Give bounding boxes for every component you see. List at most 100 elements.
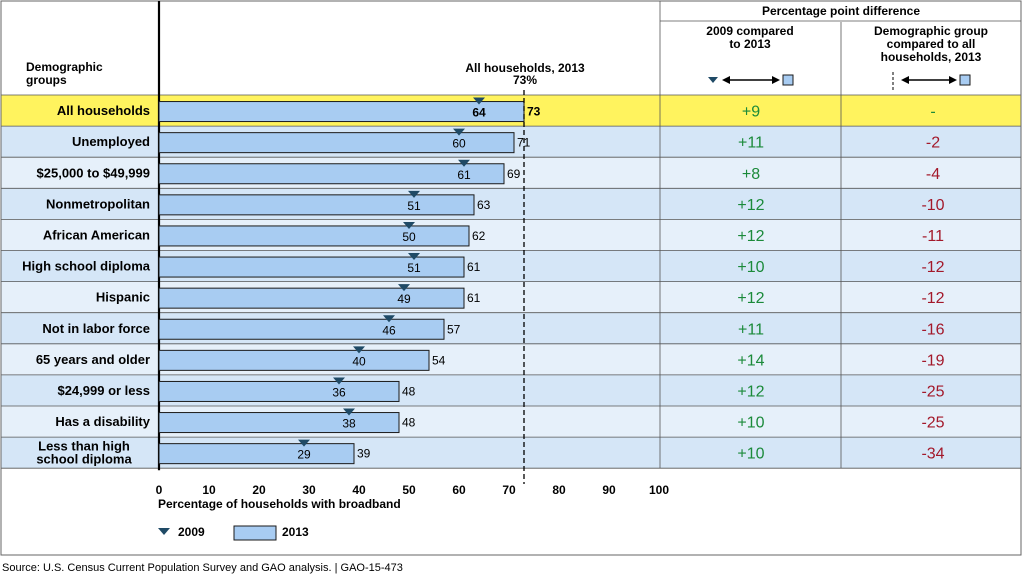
source-note: Source: U.S. Census Current Population S… bbox=[2, 562, 403, 574]
bar-2013 bbox=[158, 101, 525, 123]
bar-2013-value: 73 bbox=[527, 105, 541, 119]
reference-value-label: 73% bbox=[513, 73, 537, 87]
diff-vs-all: -16 bbox=[921, 321, 944, 338]
legend-2013-label: 2013 bbox=[282, 525, 309, 539]
arrow-right-icon bbox=[772, 76, 780, 84]
bar-2013-value: 48 bbox=[402, 384, 416, 398]
diff-vs-all: -4 bbox=[926, 166, 940, 183]
col2-arrow-key bbox=[892, 72, 971, 92]
marker-2009-value: 61 bbox=[457, 168, 471, 182]
diff-2009-2013: +14 bbox=[737, 352, 764, 369]
legend-2009-marker bbox=[158, 528, 170, 535]
marker-2009-value: 40 bbox=[352, 354, 366, 368]
x-tick-label: 20 bbox=[252, 483, 266, 497]
bar-2013-value: 69 bbox=[507, 167, 521, 181]
marker-2009-value: 36 bbox=[332, 385, 346, 399]
diff-2009-2013: +12 bbox=[737, 383, 764, 400]
x-axis: 0 10 20 30 40 50 60 70 80 90 100 bbox=[156, 483, 670, 497]
bar-2013 bbox=[158, 225, 470, 247]
chart-marks: All households7364+9-Unemployed7160+11-2… bbox=[22, 97, 945, 467]
marker-2009-value: 60 bbox=[452, 137, 466, 151]
reference-label: All households, 2013 bbox=[465, 61, 585, 75]
x-tick-label: 0 bbox=[156, 483, 163, 497]
row-background bbox=[1, 343, 1021, 375]
marker-2009 bbox=[333, 377, 345, 385]
category-label: All households bbox=[57, 103, 150, 118]
diff-vs-all: -11 bbox=[922, 228, 944, 245]
key-bar-icon bbox=[959, 74, 971, 86]
marker-2009 bbox=[408, 190, 420, 198]
diff-vs-all: -12 bbox=[921, 290, 944, 307]
row-background bbox=[1, 281, 1021, 313]
bar-2013 bbox=[158, 132, 515, 154]
bar-2013-value: 61 bbox=[467, 260, 481, 274]
category-label: Hispanic bbox=[96, 290, 150, 305]
x-tick-label: 30 bbox=[302, 483, 316, 497]
marker-2009-value: 46 bbox=[382, 323, 396, 337]
demographic-header-line2: groups bbox=[26, 73, 67, 87]
legend: 2009 2013 bbox=[158, 525, 309, 541]
legend-2013-swatch bbox=[233, 525, 277, 541]
bar-2013 bbox=[158, 412, 400, 434]
x-tick-label: 10 bbox=[202, 483, 216, 497]
category-label: Unemployed bbox=[72, 134, 150, 149]
diff-vs-all: -12 bbox=[921, 259, 944, 276]
bar-2013-value: 61 bbox=[467, 291, 481, 305]
bar-2013 bbox=[158, 318, 445, 340]
marker-2009 bbox=[458, 159, 470, 167]
row-background bbox=[1, 437, 1021, 469]
bar-2013-value: 57 bbox=[447, 322, 461, 336]
category-label: $25,000 to $49,999 bbox=[37, 165, 150, 180]
diff-2009-2013: +11 bbox=[738, 135, 764, 152]
category-label: 65 years and older bbox=[36, 352, 150, 367]
bar-2013 bbox=[158, 443, 355, 465]
bar-2013-value: 39 bbox=[357, 447, 371, 461]
arrow-left-icon bbox=[722, 76, 730, 84]
diff-2009-2013: +10 bbox=[737, 446, 764, 463]
diff-vs-all: -10 bbox=[921, 197, 944, 214]
arrow-right-icon bbox=[949, 76, 957, 84]
pp-difference-header: Percentage point difference bbox=[762, 4, 920, 18]
category-label: Has a disability bbox=[55, 414, 150, 429]
marker-2009 bbox=[403, 221, 415, 229]
category-label: Nonmetropolitan bbox=[46, 196, 150, 211]
key-bar-icon bbox=[782, 74, 794, 86]
row-background bbox=[1, 250, 1021, 282]
category-label: Less than high school diploma bbox=[36, 439, 132, 467]
row-background bbox=[1, 312, 1021, 344]
col2-header-line3: households, 2013 bbox=[881, 50, 982, 64]
marker-2009-value: 51 bbox=[407, 199, 421, 213]
frame-lines bbox=[0, 0, 1022, 556]
diff-2009-2013: +10 bbox=[737, 259, 764, 276]
marker-2009-value: 50 bbox=[402, 230, 416, 244]
arrow-left-icon bbox=[901, 76, 909, 84]
row-background bbox=[1, 374, 1021, 406]
col2-header-line1: Demographic group bbox=[874, 24, 988, 38]
row-background bbox=[1, 406, 1021, 438]
marker-2009 bbox=[353, 346, 365, 354]
diff-2009-2013: +8 bbox=[742, 166, 760, 183]
legend-2009-label: 2009 bbox=[178, 525, 205, 539]
marker-2009 bbox=[398, 284, 410, 292]
bar-2013 bbox=[158, 163, 505, 185]
marker-2009-value: 49 bbox=[397, 292, 411, 306]
diff-vs-all: -2 bbox=[926, 135, 940, 152]
marker-2009 bbox=[453, 128, 465, 136]
diff-2009-2013: +12 bbox=[737, 197, 764, 214]
key-marker-icon bbox=[708, 77, 718, 83]
diff-vs-all: -34 bbox=[921, 446, 944, 463]
bar-2013 bbox=[158, 256, 465, 278]
marker-2009-value: 51 bbox=[407, 261, 421, 275]
diff-vs-all: -19 bbox=[921, 352, 944, 369]
x-tick-label: 50 bbox=[402, 483, 416, 497]
col1-header-line2: to 2013 bbox=[729, 37, 771, 51]
bar-2013-value: 63 bbox=[477, 198, 491, 212]
diff-2009-2013: +12 bbox=[737, 228, 764, 245]
bar-2013-value: 48 bbox=[402, 416, 416, 430]
bar-2013 bbox=[158, 194, 475, 216]
x-tick-label: 80 bbox=[552, 483, 566, 497]
bar-2013 bbox=[158, 287, 465, 309]
marker-2009 bbox=[473, 97, 485, 105]
diff-2009-2013: +12 bbox=[737, 290, 764, 307]
marker-2009-value: 38 bbox=[342, 417, 356, 431]
